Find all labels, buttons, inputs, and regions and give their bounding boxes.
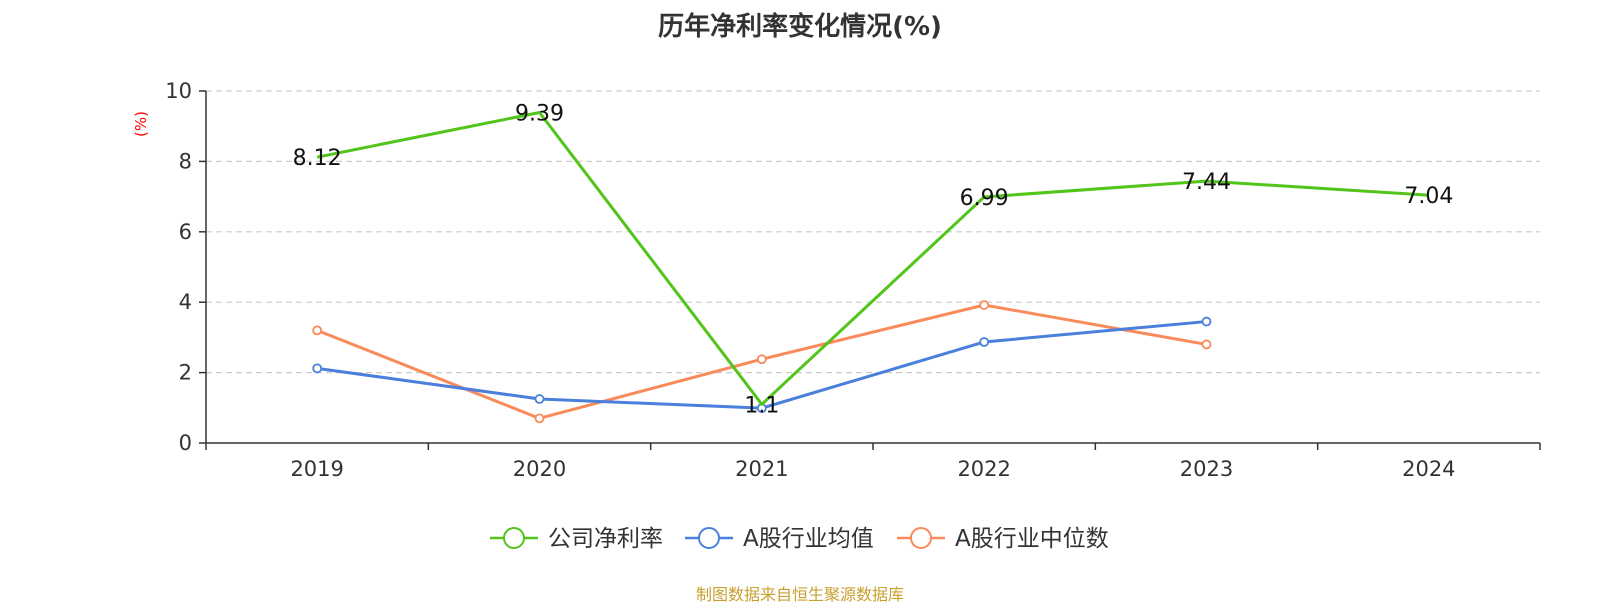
legend-marker — [910, 527, 932, 549]
axes: 0 2 4 6 8 10 2019 2020 2021 2022 2023 2024 — [165, 79, 1541, 481]
data-label: 9.39 — [515, 101, 564, 126]
data-label: 7.44 — [1182, 170, 1231, 195]
legend-item-1: A股行业均值 — [685, 526, 874, 552]
legend-label: 公司净利率 — [548, 526, 663, 552]
legend-item-0: 公司净利率 — [490, 526, 663, 552]
data-label: 6.99 — [960, 186, 1009, 211]
y-tick-label: 10 — [165, 79, 192, 103]
x-tick-label-2022: 2022 — [957, 457, 1010, 481]
grid-lines — [206, 90, 1540, 374]
series-group — [312, 110, 1429, 424]
series-1-point — [534, 394, 545, 404]
series-1-point — [1201, 316, 1212, 327]
y-tick-label: 2 — [179, 361, 192, 385]
x-tick-label-2020: 2020 — [513, 457, 566, 481]
series-line-0 — [316, 110, 1429, 406]
data-label: 7.04 — [1404, 184, 1453, 209]
legend-marker — [503, 527, 525, 549]
series-2-point — [312, 325, 323, 336]
x-tick-label-2021: 2021 — [735, 457, 788, 481]
data-label: 8.12 — [293, 146, 342, 171]
series-2-point — [756, 354, 767, 365]
data-labels: 8.12 9.39 1.1 6.99 7.44 7.04 — [293, 101, 1454, 418]
legend-label: A股行业均值 — [743, 526, 874, 552]
legend-marker — [698, 527, 720, 549]
y-tick-label: 8 — [179, 149, 192, 173]
x-tick-label-2023: 2023 — [1180, 457, 1233, 481]
y-tick-label: 0 — [179, 431, 192, 455]
legend-label: A股行业中位数 — [955, 526, 1109, 552]
legend-item-2: A股行业中位数 — [897, 526, 1109, 552]
series-2-point — [979, 300, 990, 310]
y-axis-unit: (%) — [132, 111, 150, 137]
y-tick-label: 6 — [179, 220, 192, 244]
x-tick-label-2024: 2024 — [1402, 457, 1455, 481]
series-1-point — [979, 337, 990, 347]
legend: 公司净利率 A股行业均值 A股行业中位数 — [490, 526, 1109, 552]
series-2-point — [534, 413, 545, 424]
series-1-point — [312, 363, 323, 374]
series-2-point — [1201, 339, 1212, 350]
x-tick-label-2019: 2019 — [290, 457, 343, 481]
y-tick-label: 4 — [179, 290, 192, 314]
chart-title: 历年净利率变化情况(%) — [658, 12, 942, 42]
data-label: 1.1 — [744, 393, 779, 418]
data-source-note: 制图数据来自恒生聚源数据库 — [695, 585, 904, 604]
